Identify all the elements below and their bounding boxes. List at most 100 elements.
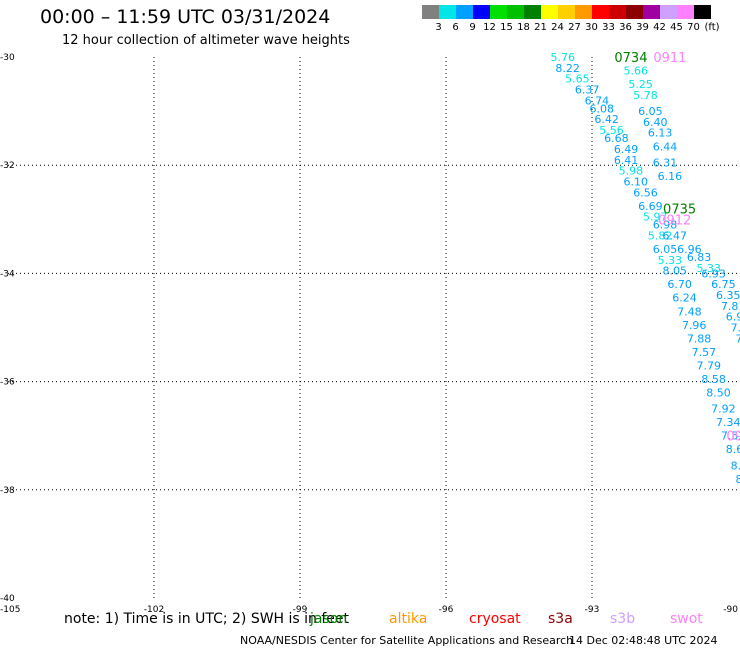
wave-height-value: 7.48: [677, 305, 702, 318]
wave-height-value: 5.66: [624, 65, 649, 78]
legend-swatch: [507, 5, 524, 19]
legend-label: 42: [653, 22, 666, 33]
wave-height-value: 7.79: [697, 359, 722, 372]
wave-height-value: 7.92: [711, 403, 736, 416]
legend-swatch: [456, 5, 473, 19]
wave-height-value: 6.44: [653, 140, 678, 153]
wave-height-value: 6.24: [672, 292, 697, 305]
wave-height-value: 6.08: [589, 102, 614, 115]
wave-height-value: 6.05: [653, 243, 678, 256]
legend-label: 15: [500, 22, 513, 33]
wave-height-value: 6.93: [726, 311, 740, 324]
wave-height-value: 8.58: [701, 373, 726, 386]
legend-label: 30: [585, 22, 598, 33]
wave-height-value: 5.98: [619, 165, 644, 178]
lon-tick-label: -105: [0, 605, 20, 615]
satellite-label-s3a: s3a: [548, 611, 573, 627]
satellite-label-altika: altika: [389, 611, 428, 627]
wave-height-value: 6.16: [658, 170, 683, 183]
legend-label: 39: [636, 22, 649, 33]
wave-height-value: 6.40: [643, 116, 668, 129]
lat-tick-label: -40: [0, 594, 15, 604]
wave-height-value: 6.68: [604, 132, 629, 145]
wave-height-value: 5.78: [633, 89, 658, 102]
wave-height-value: 7.57: [692, 346, 717, 359]
satellite-label-cryosat: cryosat: [469, 611, 521, 627]
lon-tick-label: -93: [585, 605, 600, 615]
lon-tick-label: -102: [144, 605, 164, 615]
wave-height-value: 7.88: [687, 332, 712, 345]
legend-swatch: [609, 5, 626, 19]
wave-height-value: 7.96: [682, 319, 707, 332]
wave-height-value: 6.41: [614, 154, 639, 167]
wave-height-value: 6.98: [653, 219, 678, 232]
legend-label: 27: [568, 22, 581, 33]
wave-height-value: 6.05: [638, 105, 663, 118]
legend-swatch: [473, 5, 490, 19]
legend-swatch: [558, 5, 575, 19]
wave-height-value: 6.13: [648, 127, 673, 140]
wave-height-value: 6.70: [667, 278, 692, 291]
wave-height-value: 5.82: [648, 230, 673, 243]
legend-label: 12: [483, 22, 496, 33]
legend-swatch: [694, 5, 711, 19]
wave-height-value: 8.70: [731, 459, 740, 472]
wave-height-value: 5.25: [628, 78, 653, 91]
legend-unit: (ft): [704, 22, 720, 33]
map-title: 00:00 – 11:59 UTC 03/31/2024: [40, 6, 331, 28]
wave-height-value: 5.76: [551, 51, 576, 64]
map-subtitle: 12 hour collection of altimeter wave hei…: [62, 33, 350, 48]
legend-label: 6: [452, 22, 459, 33]
wave-height-value: 5.33: [658, 254, 683, 267]
legend-swatch: [490, 5, 507, 19]
satellite-label-jason: jason: [310, 611, 348, 627]
wave-height-value: 5.56: [599, 124, 624, 137]
lon-tick-label: -96: [439, 605, 454, 615]
wave-height-value: 6.69: [638, 200, 663, 213]
legend-swatch: [524, 5, 541, 19]
wave-height-value: 6.93: [701, 267, 726, 280]
legend-swatch: [575, 5, 592, 19]
wave-height-value: 7.05: [731, 322, 740, 335]
legend-swatch: [660, 5, 677, 19]
wave-height-value: 8.05: [662, 265, 687, 278]
legend-label: 9: [469, 22, 476, 33]
lon-tick-label: -90: [723, 605, 738, 615]
wave-height-value: 6.56: [633, 186, 658, 199]
wave-height-value: 6.47: [662, 230, 687, 243]
wave-height-value: 6.37: [575, 83, 600, 96]
wave-height-value: 6.96: [677, 243, 702, 256]
footer-note: note: 1) Time is in UTC; 2) SWH is in fe…: [64, 611, 350, 627]
lon-tick-label: -99: [293, 605, 308, 615]
legend-label: 45: [670, 22, 683, 33]
wave-height-value: 6.83: [687, 251, 712, 264]
wave-height-value: 6.49: [614, 143, 639, 156]
pass-time-label: 0911: [653, 51, 686, 66]
wave-height-value: 7.31: [735, 332, 740, 345]
pass-time-label: 0913: [726, 430, 740, 445]
wave-height-value: 7.52: [721, 430, 740, 443]
satellite-label-s3b: s3b: [610, 611, 636, 627]
lat-tick-label: -38: [0, 486, 15, 496]
legend-label: 36: [619, 22, 632, 33]
legend-label: 33: [602, 22, 615, 33]
generated-timestamp: 14 Dec 02:48:48 UTC 2024: [569, 634, 718, 647]
legend-swatch: [541, 5, 558, 19]
wave-height-value: 8.22: [555, 62, 580, 75]
wave-height-value: 7.34: [716, 416, 740, 429]
legend-swatch: [677, 5, 694, 19]
wave-height-value: 8.43: [735, 473, 740, 486]
lat-tick-label: -30: [0, 53, 15, 63]
legend-swatch: [626, 5, 643, 19]
wave-height-value: 6.74: [585, 94, 610, 107]
pass-time-label: 0912: [658, 213, 691, 228]
pass-time-label: 0735: [663, 202, 696, 217]
legend-swatch: [439, 5, 456, 19]
satellite-label-swot: swot: [670, 611, 703, 627]
legend-label: 70: [687, 22, 700, 33]
wave-height-value: 6.75: [711, 278, 736, 291]
wave-height-value: 7.81: [721, 300, 740, 313]
pass-time-label: 0734: [614, 51, 647, 66]
